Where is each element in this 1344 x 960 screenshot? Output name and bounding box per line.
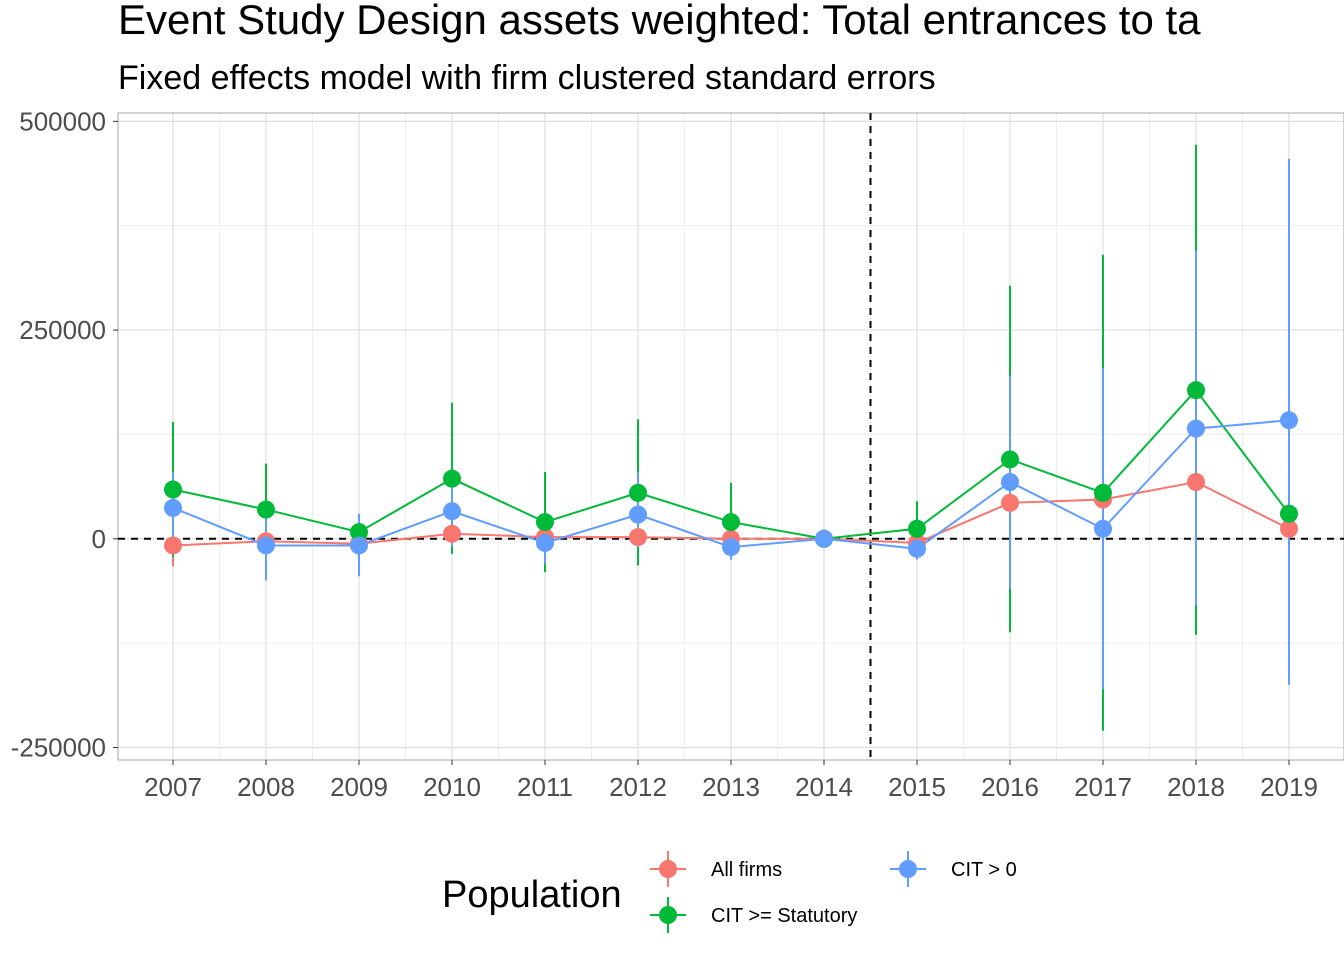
data-point: [1094, 519, 1112, 538]
x-tick-label: 2017: [1074, 772, 1132, 802]
chart-subtitle: Fixed effects model with firm clustered …: [118, 59, 936, 97]
legend-label: All firms: [711, 859, 782, 881]
legend-key-point: [659, 860, 677, 878]
data-point: [1187, 381, 1205, 400]
data-point: [443, 469, 461, 488]
data-point: [908, 539, 926, 558]
data-point: [257, 500, 275, 519]
legend-item: CIT > 0: [890, 851, 1017, 887]
legend-title: Population: [442, 874, 622, 916]
x-tick-label: 2015: [888, 772, 946, 802]
y-tick-label: 250000: [19, 315, 106, 345]
data-point: [164, 480, 182, 499]
y-tick-label: -250000: [11, 732, 106, 762]
data-point: [722, 538, 740, 557]
legend-key-point: [659, 906, 677, 924]
y-tick-label: 500000: [19, 106, 106, 136]
data-point: [1187, 472, 1205, 491]
y-axis-tick-labels: -250000 0 250000 500000: [11, 106, 118, 762]
data-point: [350, 536, 368, 555]
data-point: [629, 505, 647, 524]
data-point: [536, 513, 554, 532]
data-point: [443, 524, 461, 543]
x-tick-label: 2007: [144, 772, 202, 802]
legend: Population All firms CIT >= Statutory CIT >…: [442, 851, 1017, 933]
x-tick-label: 2013: [702, 772, 760, 802]
y-tick-label: 0: [92, 524, 106, 554]
x-tick-label: 2008: [237, 772, 295, 802]
series-points: [164, 381, 1298, 558]
data-point: [1280, 411, 1298, 430]
data-point: [350, 523, 368, 542]
legend-item: CIT >= Statutory: [650, 897, 857, 933]
data-point: [1187, 419, 1205, 438]
data-point: [629, 528, 647, 547]
legend-key-point: [899, 860, 917, 878]
data-point: [1001, 493, 1019, 512]
legend-label: CIT >= Statutory: [711, 905, 857, 927]
x-tick-label: 2009: [330, 772, 388, 802]
x-tick-label: 2014: [795, 772, 853, 802]
data-point: [1001, 472, 1019, 491]
x-tick-label: 2018: [1167, 772, 1225, 802]
data-point: [443, 502, 461, 521]
data-point: [722, 513, 740, 532]
data-point: [257, 536, 275, 555]
x-tick-label: 2019: [1260, 772, 1318, 802]
data-point: [164, 498, 182, 517]
data-point: [815, 529, 833, 548]
data-point: [536, 533, 554, 552]
legend-label: CIT > 0: [951, 859, 1017, 881]
data-point: [908, 519, 926, 538]
data-point: [1094, 483, 1112, 502]
major-gridlines: [118, 113, 1344, 760]
x-tick-label: 2016: [981, 772, 1039, 802]
x-tick-label: 2011: [517, 772, 573, 802]
chart-title: Event Study Design assets weighted: Tota…: [118, 0, 1201, 43]
data-point: [1001, 450, 1019, 469]
data-point: [164, 536, 182, 555]
data-point: [1280, 504, 1298, 523]
x-tick-label: 2012: [609, 772, 667, 802]
x-axis-tick-labels: 2007 2008 2009 2010 2011 2012 2013 2014 2015 2016…: [144, 760, 1318, 802]
data-point: [629, 483, 647, 502]
data-point: [1280, 519, 1298, 538]
legend-item: All firms: [650, 851, 782, 887]
x-tick-label: 2010: [423, 772, 481, 802]
